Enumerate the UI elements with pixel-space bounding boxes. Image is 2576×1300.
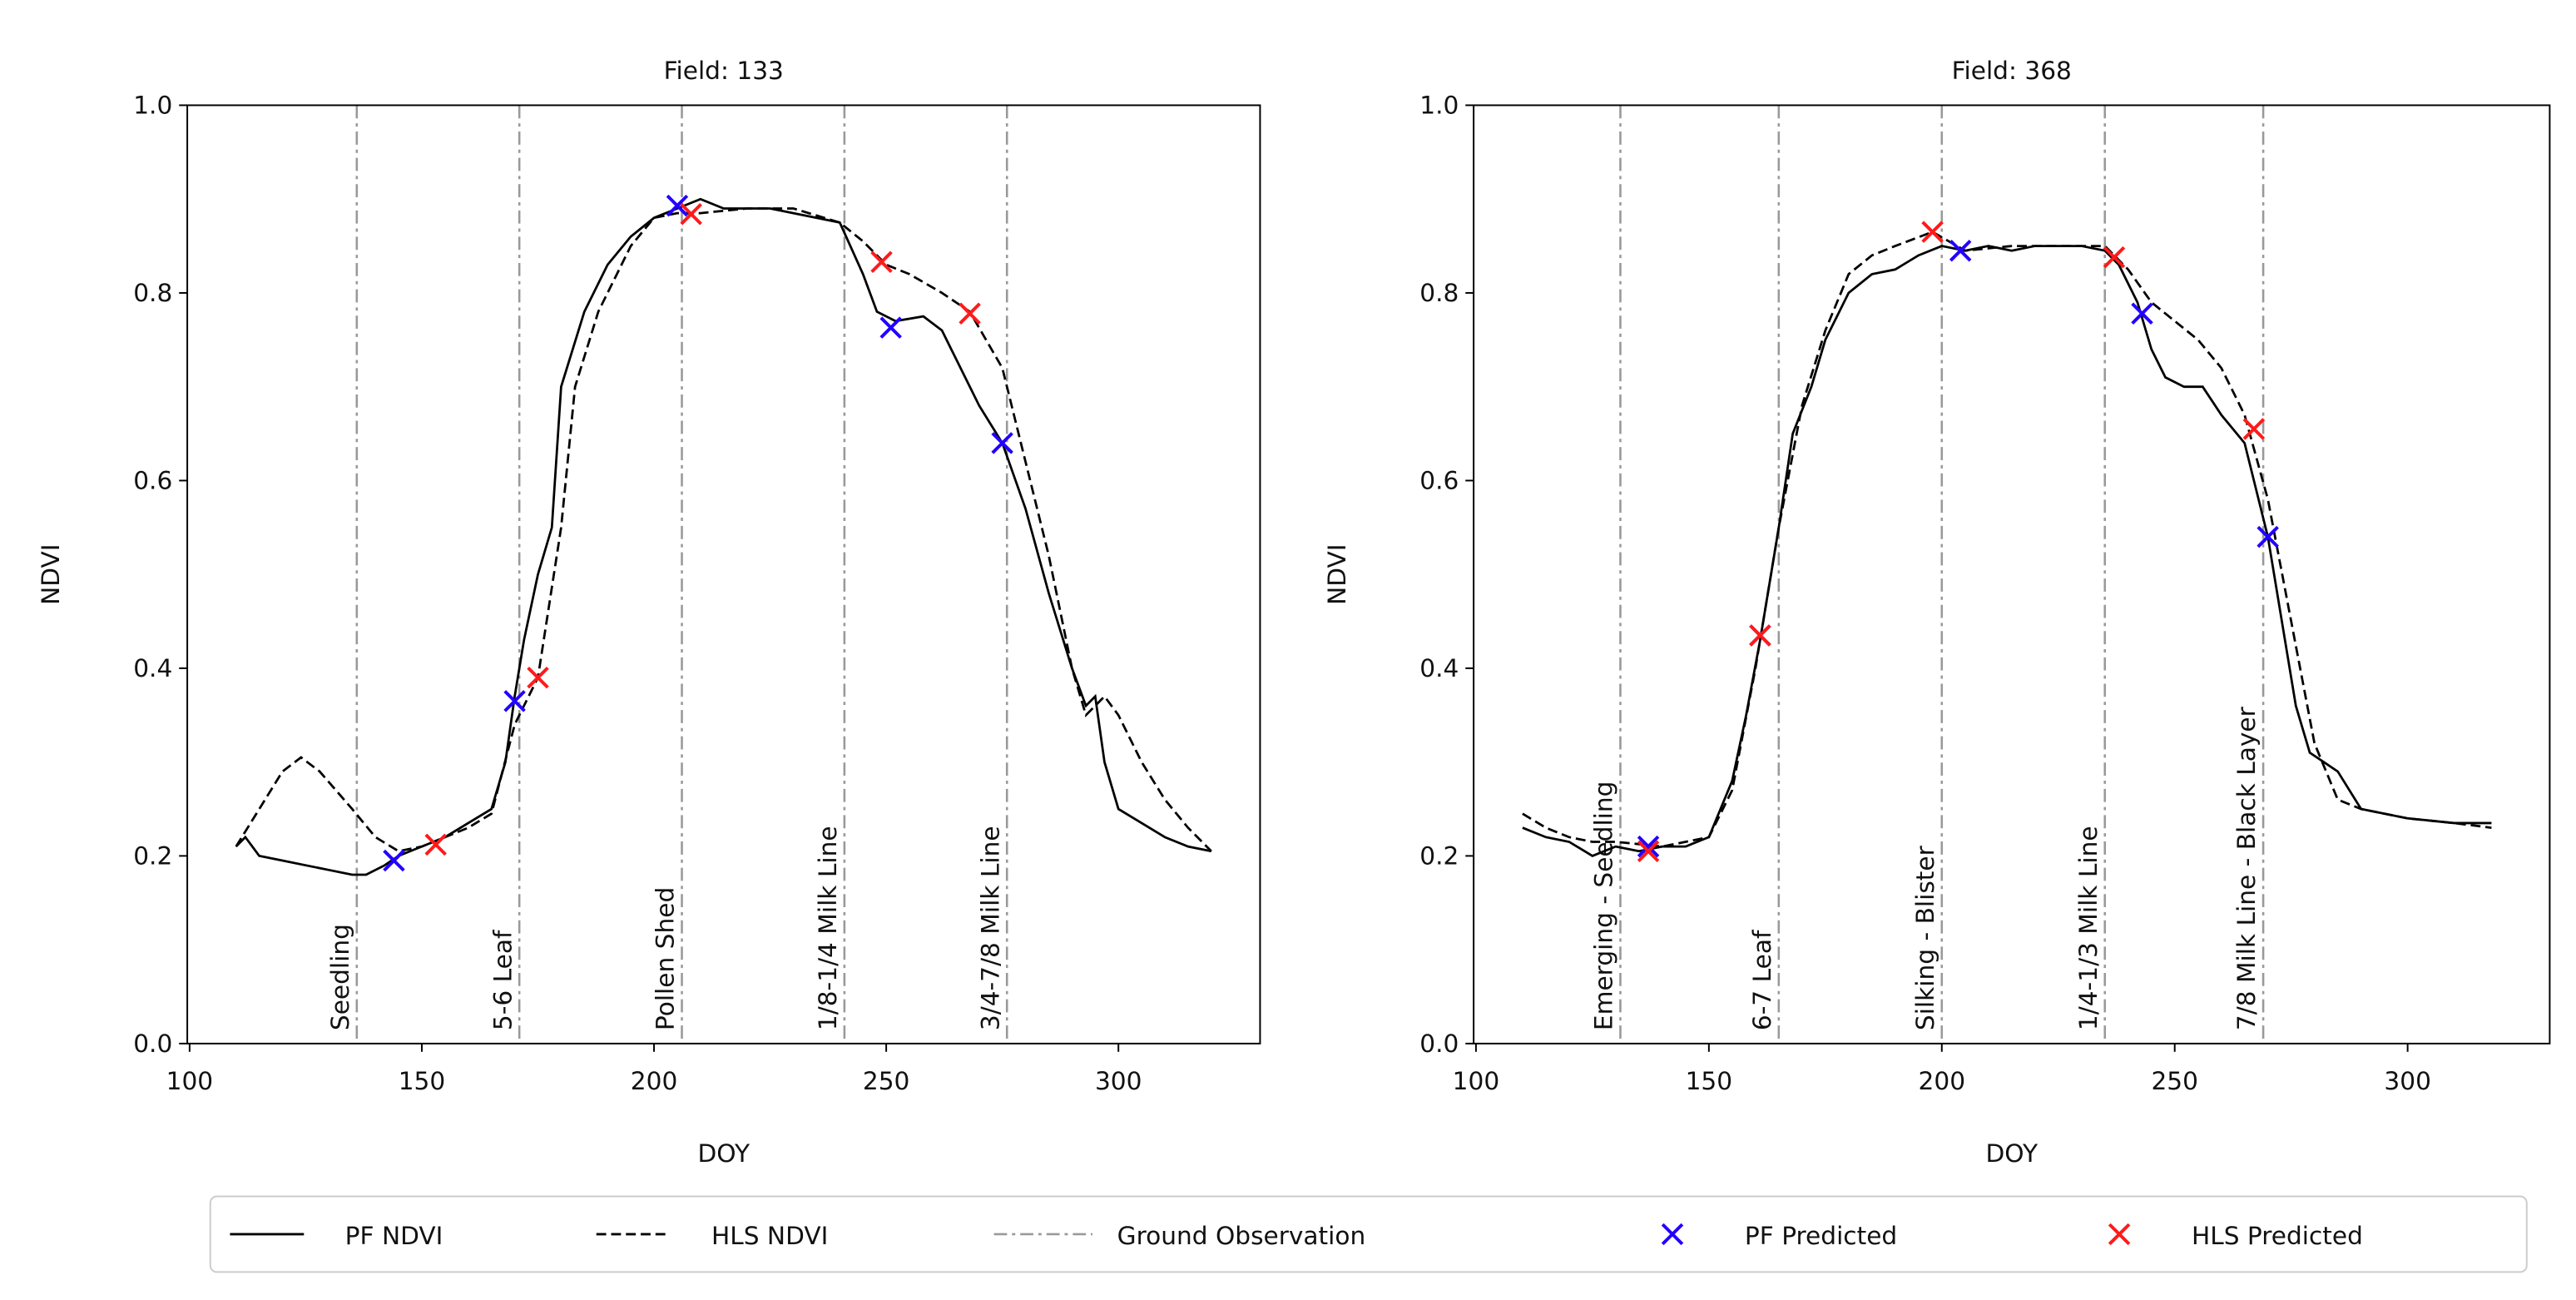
- marker: [1949, 239, 1972, 262]
- x-tick-label: 100: [166, 1067, 214, 1095]
- marker-stroke: [503, 690, 526, 712]
- legend-label: HLS NDVI: [711, 1222, 828, 1250]
- x-tick-label: 150: [399, 1067, 446, 1095]
- chart-title: Field: 368: [1952, 57, 2072, 85]
- marker-stroke: [879, 316, 902, 339]
- marker: [1921, 221, 1944, 243]
- marker: [503, 690, 526, 712]
- ndvi-line: [235, 207, 1212, 853]
- legend-label: HLS Predicted: [2192, 1222, 2363, 1250]
- marker: [959, 302, 981, 325]
- y-tick-label: 0.8: [1419, 279, 1459, 307]
- y-tick-label: 0.8: [133, 279, 172, 307]
- x-tick-label: 100: [1453, 1067, 1500, 1095]
- marker-stroke: [680, 202, 702, 226]
- legend-label: Ground Observation: [1117, 1222, 1366, 1250]
- y-tick-label: 0.4: [1419, 654, 1459, 682]
- marker-stroke: [991, 432, 1013, 454]
- marker-stroke: [870, 251, 893, 273]
- x-axis-label: DOY: [1985, 1139, 2038, 1168]
- marker: [2256, 525, 2279, 548]
- ground-observation-label: 6-7 Leaf: [1748, 930, 1776, 1030]
- y-tick-label: 1.0: [133, 91, 172, 119]
- y-tick-label: 0.0: [133, 1030, 172, 1058]
- plot-frame: [1473, 104, 2551, 1044]
- marker: [383, 849, 405, 872]
- legend-marker: [2108, 1223, 2131, 1246]
- ndvi-line: [1522, 245, 2492, 857]
- marker: [1749, 624, 1771, 647]
- marker-stroke: [1749, 624, 1771, 647]
- ground-observation-label: Silking - Blister: [1911, 845, 1939, 1030]
- marker: [879, 316, 902, 339]
- x-tick-label: 250: [2151, 1067, 2198, 1095]
- marker-stroke: [2242, 418, 2266, 440]
- x-tick-label: 250: [863, 1067, 910, 1095]
- ground-observation-label: 1/8-1/4 Milk Line: [814, 826, 842, 1030]
- y-tick-label: 0.6: [1419, 466, 1459, 494]
- y-tick-label: 0.4: [133, 654, 172, 682]
- y-axis-label: NDVI: [37, 543, 65, 604]
- y-tick-label: 1.0: [1419, 91, 1459, 119]
- x-axis-label: DOY: [697, 1139, 750, 1168]
- chart-title: Field: 133: [664, 57, 784, 85]
- marker-stroke: [527, 666, 549, 689]
- marker-stroke: [424, 833, 447, 856]
- y-tick-label: 0.6: [133, 466, 172, 494]
- marker: [527, 666, 549, 689]
- marker-stroke: [1949, 239, 1972, 262]
- ground-observation-label: 3/4-7/8 Milk Line: [976, 826, 1004, 1030]
- legend-box: [209, 1195, 2528, 1273]
- marker-stroke: [383, 849, 405, 872]
- ndvi-line: [235, 197, 1212, 876]
- ground-observation-label: 1/4-1/3 Milk Line: [2074, 826, 2103, 1030]
- y-tick-label: 0.2: [1419, 841, 1459, 870]
- legend-marker: [1661, 1223, 1684, 1246]
- ndvi-line: [1522, 231, 2492, 848]
- legend-label: PF NDVI: [345, 1222, 443, 1250]
- marker: [2103, 246, 2126, 269]
- marker: [666, 194, 689, 217]
- marker-stroke: [2103, 246, 2126, 269]
- legend-label: PF Predicted: [1745, 1222, 1897, 1250]
- marker: [2131, 302, 2153, 325]
- y-tick-label: 0.2: [133, 841, 172, 870]
- marker: [424, 833, 447, 856]
- marker-stroke: [959, 302, 981, 325]
- ground-observation-label: Emerging - Seedling: [1590, 781, 1618, 1031]
- y-axis-label: NDVI: [1323, 543, 1351, 604]
- ground-observation-label: 7/8 Milk Line - Black Layer: [2232, 706, 2261, 1030]
- x-tick-label: 300: [1095, 1067, 1142, 1095]
- ground-observation-label: 5-6 Leaf: [488, 930, 517, 1030]
- marker: [870, 251, 893, 273]
- marker: [680, 202, 702, 226]
- ground-observation-label: Seedling: [326, 924, 354, 1030]
- marker: [1637, 835, 1660, 858]
- marker-stroke: [666, 194, 689, 217]
- marker-stroke: [2256, 525, 2279, 548]
- plot-frame: [186, 104, 1261, 1044]
- marker-stroke: [1637, 835, 1660, 858]
- marker: [1637, 840, 1660, 863]
- x-tick-label: 300: [2384, 1067, 2431, 1095]
- y-tick-label: 0.0: [1419, 1030, 1459, 1058]
- ground-observation-label: Pollen Shed: [651, 887, 680, 1030]
- marker-stroke: [2131, 302, 2153, 325]
- marker-stroke: [1921, 221, 1944, 243]
- marker: [2242, 418, 2266, 440]
- x-tick-label: 200: [1919, 1067, 1966, 1095]
- marker-stroke: [1637, 840, 1660, 863]
- x-tick-label: 150: [1686, 1067, 1733, 1095]
- x-tick-label: 200: [631, 1067, 678, 1095]
- marker: [991, 432, 1013, 454]
